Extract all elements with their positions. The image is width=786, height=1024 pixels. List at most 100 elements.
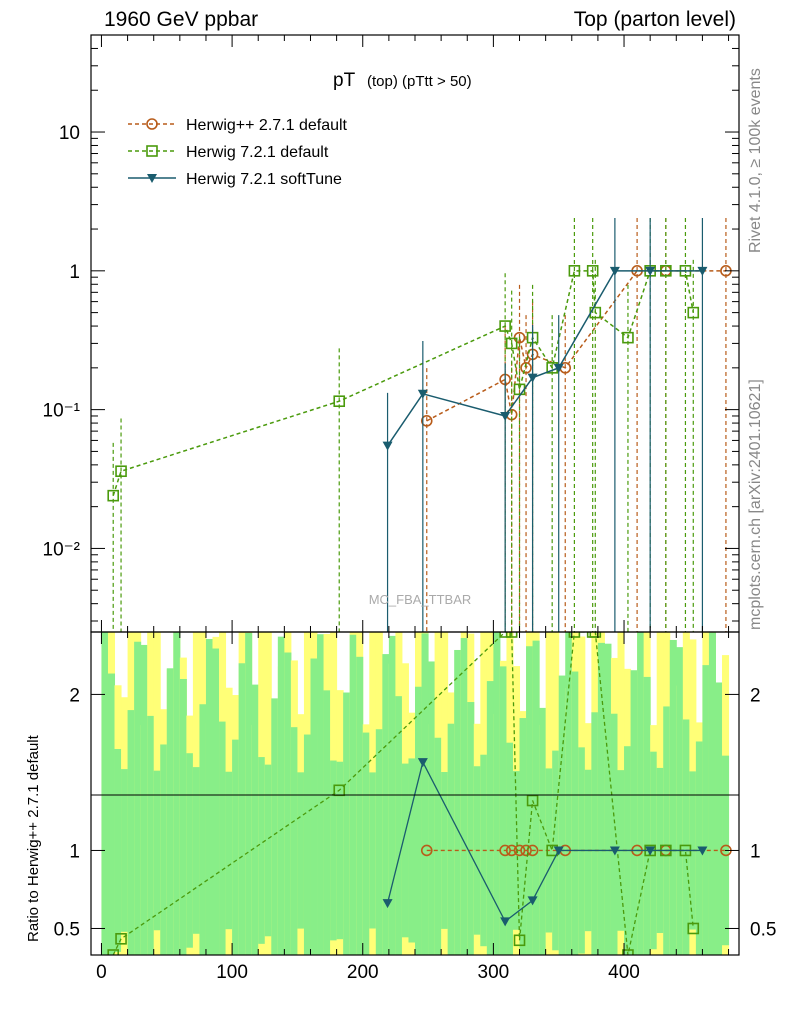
watermark: MC_FBA_TTBAR (369, 592, 472, 607)
ratio-line (386, 760, 703, 923)
ratio-point (499, 844, 511, 857)
ratio-point (645, 846, 656, 856)
ratio-point (420, 844, 433, 857)
ratio-band-inner (225, 771, 233, 930)
ratio-band-inner (205, 638, 213, 955)
ratio-band-inner (264, 764, 272, 937)
ratio-band-inner (702, 665, 710, 955)
ratio-band-inner (160, 744, 168, 955)
ratio-band-inner (597, 642, 605, 955)
ratio-band-inner (101, 632, 109, 955)
ratio-point (622, 949, 634, 955)
y-tick-label: 10 (59, 123, 80, 144)
ratio-band-inner (179, 678, 187, 955)
data-point (499, 320, 511, 332)
legend-label: Herwig 7.2.1 softTune (186, 171, 342, 188)
ratio-band-inner (173, 632, 181, 955)
ratio-band-inner (630, 670, 638, 955)
data-point (505, 337, 518, 350)
ratio-band-inner (297, 772, 305, 929)
ratio-y-tick-label-right: 0.5 (750, 919, 776, 940)
data-point (568, 265, 581, 277)
ratio-y-tick-label-right: 2 (750, 685, 761, 706)
ratio-band-inner (212, 648, 220, 955)
data-point (527, 373, 538, 383)
ratio-point (609, 846, 620, 856)
data-point (115, 465, 127, 478)
ratio-band-inner (166, 668, 174, 955)
ratio-band-inner (336, 761, 344, 940)
ratio-band-inner (395, 696, 403, 955)
ratio-y-tick-label: 2 (69, 685, 80, 706)
ratio-band-inner (258, 757, 266, 944)
y-tick-label: 10⁻² (43, 539, 81, 560)
ratio-band-inner (447, 723, 455, 955)
legend-label: Herwig++ 2.7.1 default (186, 117, 348, 134)
ratio-band-inner (271, 698, 279, 955)
data-point (500, 411, 511, 421)
ratio-ylabel: Ratio to Herwig++ 2.7.1 default (25, 734, 42, 942)
ratio-band-inner (571, 671, 579, 955)
ratio-band-inner (303, 734, 311, 955)
ratio-band-inner (565, 632, 573, 955)
ratio-band-inner (532, 640, 540, 955)
axis-ticks (91, 34, 739, 955)
ratio-band-inner (121, 769, 129, 932)
ratio-point (526, 844, 539, 857)
ratio-line (112, 632, 694, 955)
ratio-band-inner (290, 727, 298, 955)
ratio-band-inner (245, 632, 253, 955)
ratio-band-inner (192, 767, 200, 934)
ratio-point (526, 794, 539, 807)
ratio-band-inner (277, 636, 285, 955)
ratio-band-inner (330, 760, 338, 941)
ratio-band-inner (134, 641, 142, 955)
ratio-y-tick-label-right: 1 (750, 841, 761, 862)
ratio-band-inner (637, 632, 645, 955)
header-left: 1960 GeV ppbar (104, 8, 259, 31)
ratio-band-inner (408, 758, 416, 943)
data-point (622, 331, 634, 344)
ratio-band-inner (669, 639, 677, 955)
legend-label: Herwig 7.2.1 default (186, 144, 329, 161)
x-tick-label: 200 (347, 962, 379, 983)
ratio-band-inner (382, 654, 390, 955)
series-line (386, 270, 703, 447)
ratio-band-inner (323, 690, 331, 955)
ratio-point (500, 917, 511, 927)
ratio-point (568, 632, 581, 638)
ratio-band-inner (682, 719, 690, 955)
ratio-band-inner (140, 644, 148, 955)
ratio-point (527, 896, 538, 906)
chart-title-main: pT (333, 70, 356, 91)
data-point (333, 395, 346, 408)
ratio-band-inner (232, 739, 240, 955)
ratio-band-inner (147, 715, 155, 955)
legend-marker (146, 118, 158, 130)
data-point (645, 266, 656, 276)
ratio-point (687, 922, 700, 935)
ratio-band-inner (519, 718, 527, 955)
ratio-point (107, 949, 120, 955)
x-tick-label: 0 (96, 962, 107, 983)
ratio-band-inner (454, 649, 462, 955)
ratio-bands (101, 632, 730, 955)
data-point (553, 363, 564, 373)
ratio-band-inner (663, 706, 671, 955)
legend-marker (146, 145, 158, 157)
ratio-band-inner (343, 692, 351, 955)
data-point (107, 489, 120, 502)
ratio-y-tick-label: 1 (69, 841, 80, 862)
ratio-band-inner (362, 732, 370, 955)
y-tick-label: 1 (69, 262, 80, 283)
ratio-point (417, 758, 428, 768)
tick-labels: 0 100 200 300 400 10 1 10⁻¹ 10⁻² 2 2 1 1 0.5 0.5 (43, 123, 777, 983)
ratio-band-inner (127, 710, 135, 955)
x-tick-label: 300 (478, 962, 510, 983)
ratio-band-inner (251, 684, 259, 955)
ratio-band-inner (526, 646, 534, 955)
legend: Herwig++ 2.7.1 default Herwig 7.2.1 defau… (128, 117, 348, 188)
data-point (697, 266, 708, 276)
data-point (586, 265, 599, 277)
ratio-band-inner (199, 704, 207, 955)
